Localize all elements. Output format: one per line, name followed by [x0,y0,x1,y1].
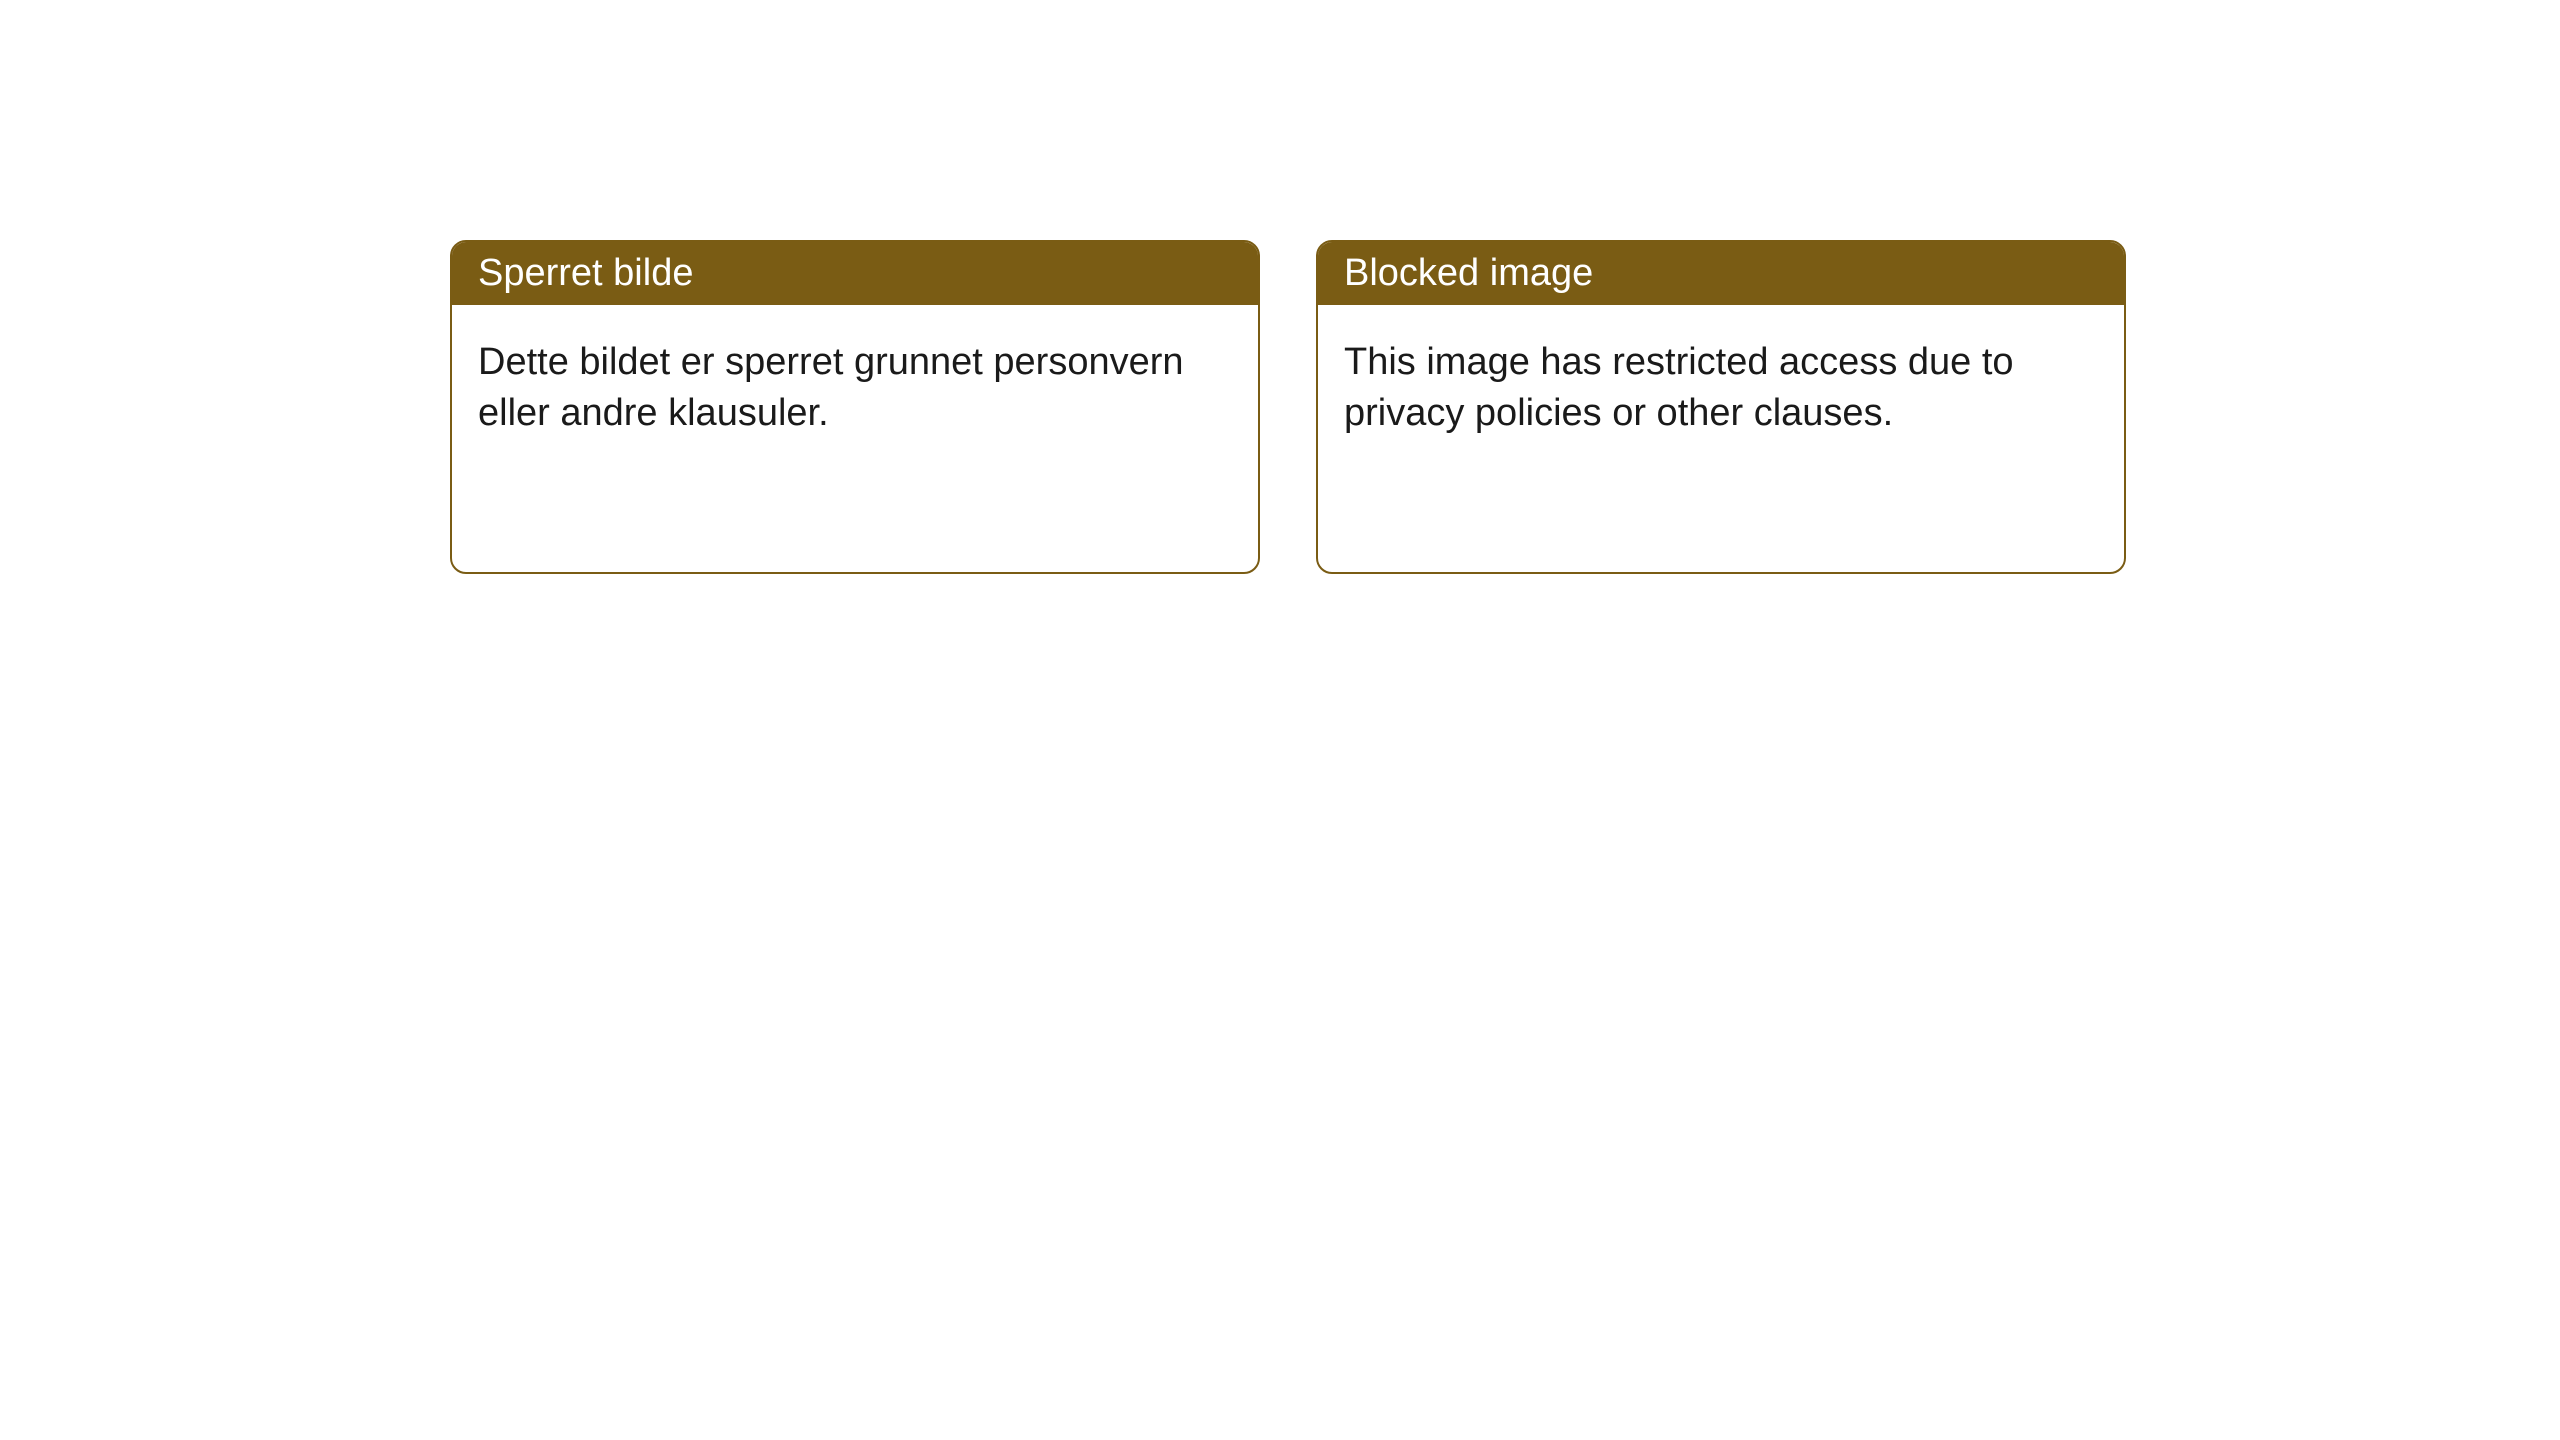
notice-container: Sperret bilde Dette bildet er sperret gr… [450,240,2126,574]
notice-header: Blocked image [1318,242,2124,305]
notice-body: Dette bildet er sperret grunnet personve… [452,305,1258,472]
notice-body: This image has restricted access due to … [1318,305,2124,472]
notice-header: Sperret bilde [452,242,1258,305]
notice-card-norwegian: Sperret bilde Dette bildet er sperret gr… [450,240,1260,574]
notice-card-english: Blocked image This image has restricted … [1316,240,2126,574]
